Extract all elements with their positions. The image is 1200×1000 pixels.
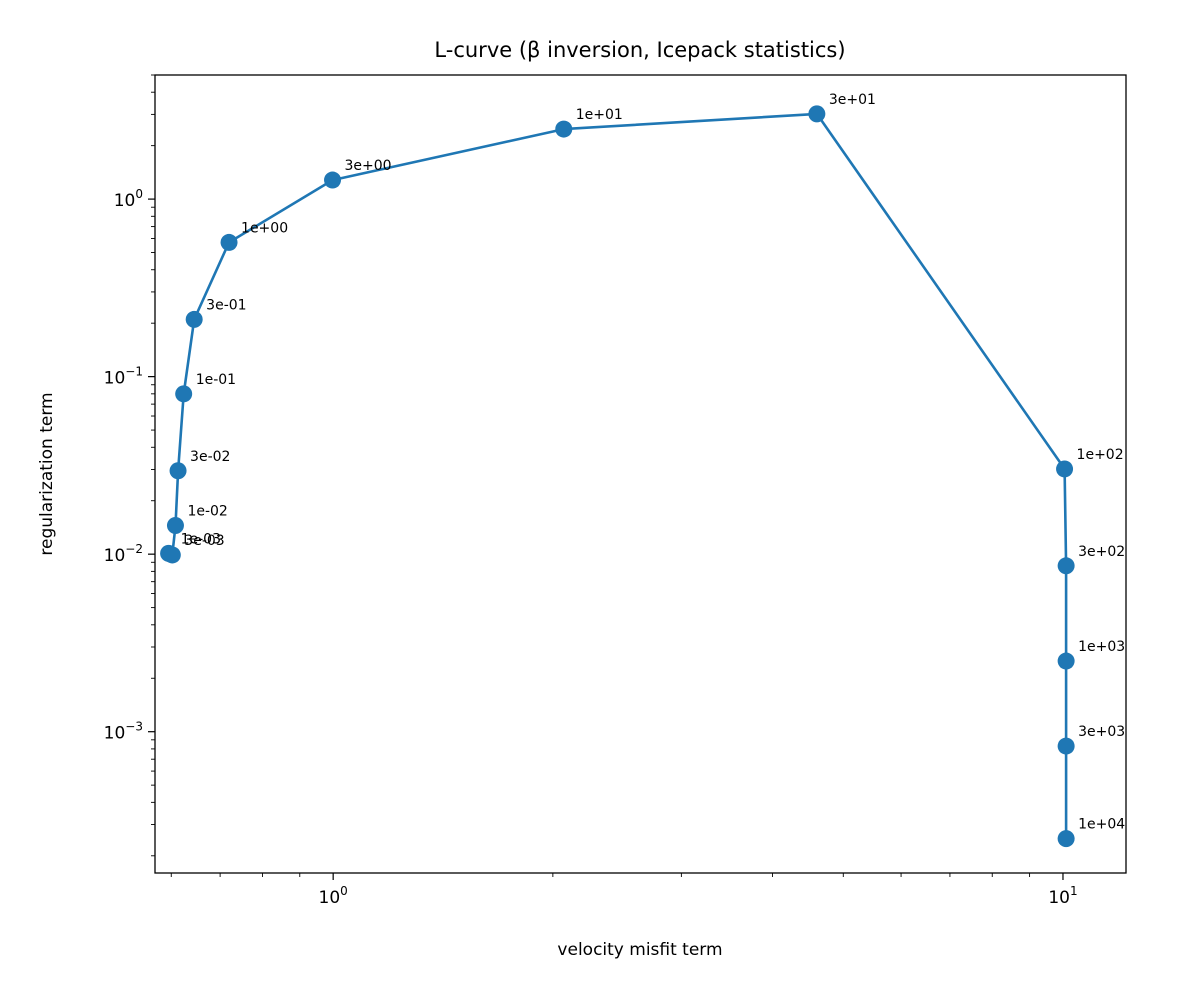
data-point (220, 233, 238, 251)
y-tick-label: 100 (114, 187, 143, 211)
data-point (324, 171, 342, 189)
x-tick-label: 100 (319, 884, 348, 908)
data-point-label: 1e+01 (576, 107, 623, 123)
data-point-label: 3e-02 (190, 449, 230, 465)
data-point (166, 517, 184, 535)
data-point (1056, 460, 1074, 478)
data-point (808, 105, 826, 123)
data-point-label: 1e+03 (1078, 639, 1125, 655)
axis-ticks: 100 101 10−3 10−2 10−1 100 (104, 74, 1078, 908)
data-point (1057, 652, 1075, 670)
data-point (1057, 557, 1075, 575)
data-point-label: 1e-01 (196, 372, 236, 388)
data-point-label: 3e+03 (1078, 724, 1125, 740)
y-tick-label: 10−1 (104, 365, 143, 389)
data-point (163, 546, 181, 564)
data-point (175, 385, 193, 403)
y-tick-label: 10−3 (104, 720, 143, 744)
chart-title: L-curve (β inversion, Icepack statistics… (434, 38, 845, 62)
data-point-label: 1e+02 (1077, 447, 1124, 463)
data-point (185, 310, 203, 328)
y-tick-label: 10−2 (104, 542, 143, 566)
data-point-label: 1e+00 (241, 220, 288, 236)
series-line-group (168, 112, 1068, 839)
data-point-label: 3e+00 (345, 158, 392, 174)
data-point-label: 3e-01 (206, 297, 246, 313)
x-tick-label: 101 (1048, 884, 1077, 908)
series-line (168, 112, 1068, 839)
data-point-label: 1e+04 (1078, 817, 1125, 833)
data-point-label: 3e-03 (184, 533, 224, 549)
data-point-label: 1e-03 (181, 531, 221, 547)
data-point (1057, 737, 1075, 755)
y-axis-label: regularization term (37, 392, 57, 555)
x-axis-label: velocity misfit term (557, 940, 722, 960)
data-points (160, 105, 1075, 848)
data-point (169, 462, 187, 480)
data-point-label: 3e+01 (829, 92, 876, 108)
data-point (555, 120, 573, 138)
plot-frame (154, 74, 1127, 874)
data-point-label: 1e-02 (187, 504, 227, 520)
data-point-label: 3e+02 (1078, 544, 1125, 560)
data-point (1057, 830, 1075, 848)
